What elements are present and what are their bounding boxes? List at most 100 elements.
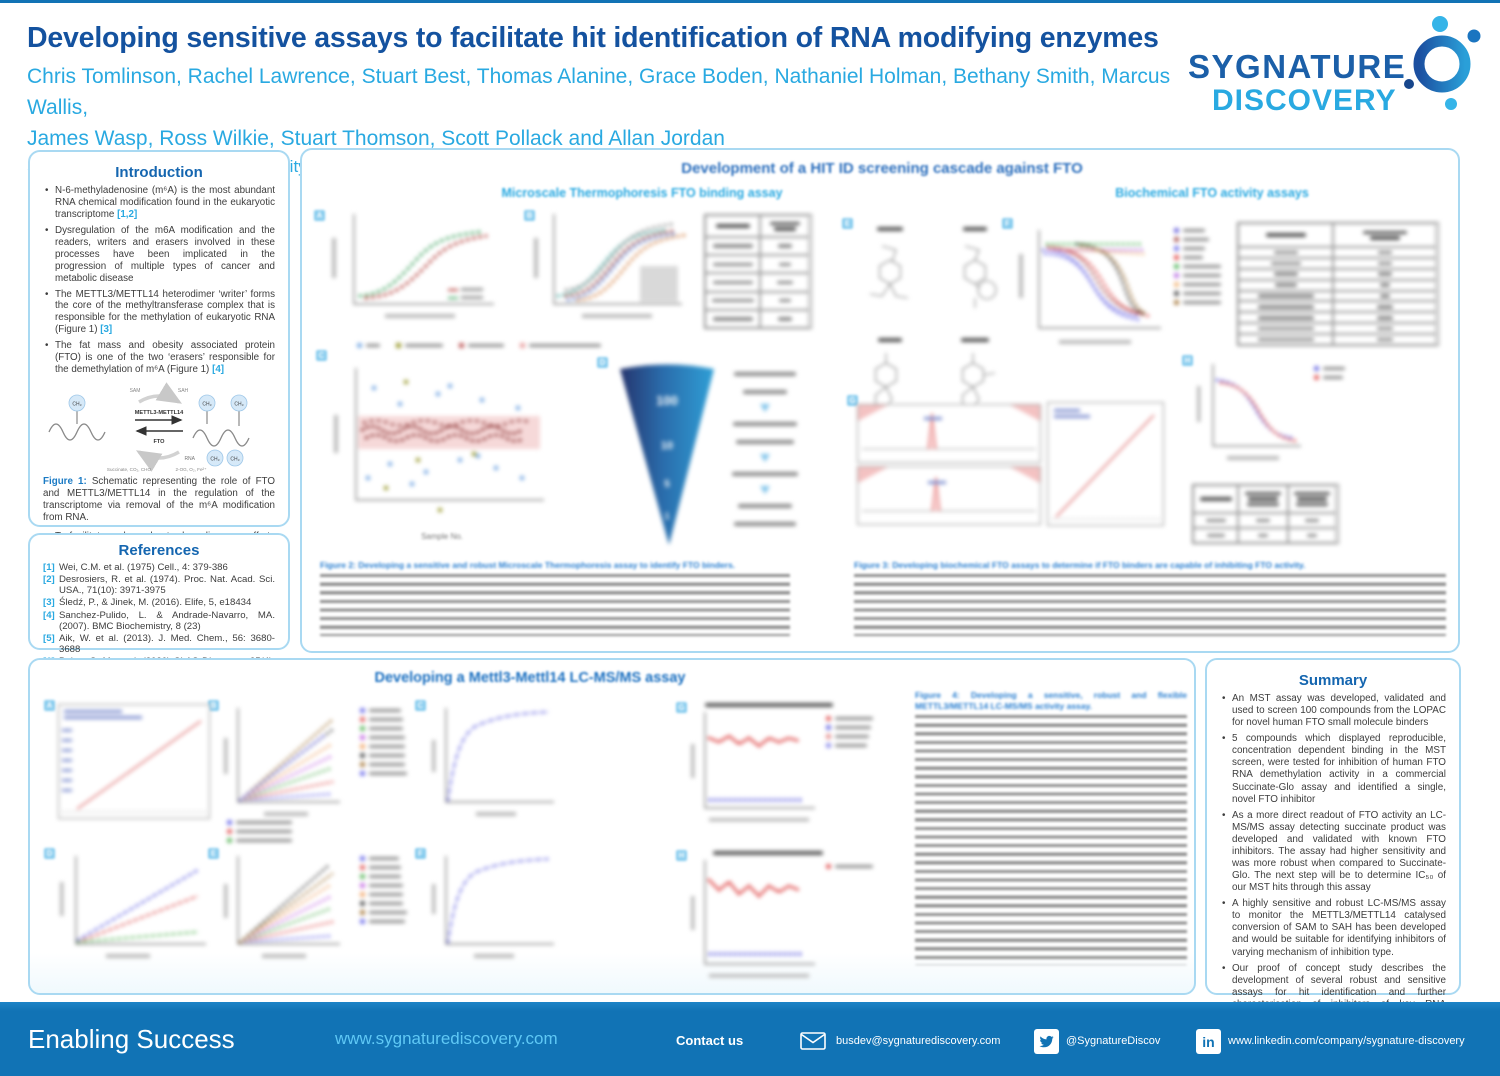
succinate-glo-legend <box>1314 366 1345 384</box>
references-panel: References [1] Wei, C.M. et al. (1975) Ce… <box>28 533 290 690</box>
summary-bullet-2: 5 compounds which displayed reproducible… <box>1220 733 1446 805</box>
intro-bullet-1: N-6-methyladenosine (m⁶A) is the most ab… <box>43 185 275 221</box>
fto-ic50-table <box>1237 222 1439 346</box>
linkedin-icon[interactable]: in <box>1196 1029 1221 1054</box>
intro-bullet-2: Dysregulation of the m6A modification an… <box>43 225 275 285</box>
reference-item: [1] Wei, C.M. et al. (1975) Cell., 4: 379… <box>43 562 228 573</box>
panel-letter-c: C <box>415 700 426 711</box>
svg-text:Succinate, CO₂, CHO: Succinate, CO₂, CHO <box>107 467 152 472</box>
logo-text-discovery: DISCOVERY <box>1212 84 1397 117</box>
panel-letter-d: D <box>597 357 608 368</box>
screen-scatter-chart <box>334 368 544 512</box>
control-chart-1-title <box>705 696 833 714</box>
svg-text:SAH: SAH <box>178 388 189 394</box>
panel-letter-e: E <box>842 218 853 229</box>
svg-text:2-OG, O₂, Fe²⁺: 2-OG, O₂, Fe²⁺ <box>175 467 207 472</box>
control-chart-1-legend <box>826 716 873 752</box>
panel-letter-f: F <box>1002 218 1013 229</box>
footer-bar: Enabling Success www.sygnaturediscovery.… <box>0 1002 1500 1076</box>
svg-text:METTL3-METTL14: METTL3-METTL14 <box>135 410 184 416</box>
funnel-annotations <box>730 365 800 533</box>
intro-bullet-4: The fat mass and obesity associated prot… <box>43 340 275 376</box>
figure4-caption: Figure 4: Developing a sensitive, robust… <box>915 690 1187 966</box>
control-chart-2-legend <box>826 864 873 873</box>
figure2-caption: Figure 2: Developing a sensitive and rob… <box>320 560 790 636</box>
footer-twitter-handle[interactable]: @SygnatureDiscov <box>1066 1035 1161 1047</box>
svg-text:CH₃: CH₃ <box>230 457 239 463</box>
authors: Chris Tomlinson, Rachel Lawrence, Stuart… <box>27 61 1177 154</box>
fto-inhibition-chart <box>1019 230 1161 344</box>
summary-bullet-3: As a more direct readout of FTO activity… <box>1220 810 1446 895</box>
svg-text:CH₃: CH₃ <box>210 457 219 463</box>
sah-timecourse-legend <box>360 708 407 780</box>
panel-letter-h: H <box>676 850 687 861</box>
introduction-heading: Introduction <box>115 164 203 181</box>
panel-letter-a: A <box>314 210 325 221</box>
fto-inhibition-legend <box>1174 228 1221 309</box>
summary-heading: Summary <box>1298 672 1368 689</box>
authors-line-1: Chris Tomlinson, Rachel Lawrence, Stuart… <box>27 65 1171 119</box>
chromatogram-top <box>857 404 1041 463</box>
enzyme-titration-chart <box>60 856 206 958</box>
panel-letter-a: A <box>44 700 55 711</box>
control-chart-2 <box>691 860 815 978</box>
svg-text:5: 5 <box>664 479 670 490</box>
poster-title: Developing sensitive assays to facilitat… <box>27 22 1159 54</box>
sygnature-logo: SYGNATURE DISCOVERY <box>1188 8 1488 123</box>
mst-binding-chart-b <box>534 214 688 318</box>
lcms-assay-panel: Developing a Mettl3-Mettl14 LC-MS/MS ass… <box>28 658 1196 995</box>
fto-inhibitor-structures <box>847 220 1017 430</box>
control-chart-1 <box>691 712 815 822</box>
introduction-panel: Introduction N-6-methyladenosine (m⁶A) i… <box>28 150 290 590</box>
svg-text:RNA: RNA <box>184 456 195 462</box>
svg-text:CH₃: CH₃ <box>202 402 211 408</box>
screening-funnel: 100 10 5 1 <box>620 364 714 545</box>
figure1-caption: Figure 1: Schematic representing the rol… <box>43 476 275 523</box>
reference-item: [4] Sanchez-Pulido, L. & Andrade-Navarro,… <box>43 609 275 632</box>
biochem-subheading: Biochemical FTO activity assays <box>1115 186 1309 200</box>
references-heading: References <box>118 542 200 559</box>
sam-timecourse-chart <box>224 856 340 958</box>
linkedin-glyph: in <box>1202 1033 1215 1050</box>
footer-email-link[interactable]: busdev@sygnaturediscovery.com <box>836 1035 1001 1047</box>
svg-text:CH₃: CH₃ <box>72 402 81 408</box>
footer-tagline: Enabling Success <box>28 1024 235 1054</box>
screen-scatter-legend <box>357 343 601 352</box>
reference-item: [3] Śledź, P., & Jinek, M. (2016). Elife,… <box>43 597 252 609</box>
calibration-plot <box>1047 402 1164 526</box>
chromatogram-bottom <box>857 466 1041 525</box>
control-chart-2-title <box>713 844 823 862</box>
footer-website-link[interactable]: www.sygnaturediscovery.com <box>335 1029 558 1048</box>
succinate-glo-chart <box>1197 364 1301 460</box>
intro-bullet-3: The METTL3/METTL14 heterodimer ‘writer’ … <box>43 289 275 337</box>
panel-letter-g: G <box>847 395 858 406</box>
summary-panel: Summary An MST assay was developed, vali… <box>1205 658 1461 1046</box>
svg-text:10: 10 <box>661 440 673 452</box>
panel-letter-e: E <box>208 848 219 859</box>
svg-text:FTO: FTO <box>153 439 165 445</box>
summary-bullet-4: A highly sensitive and robust LC-MS/MS a… <box>1220 898 1446 958</box>
panel-letter-b: B <box>208 700 219 711</box>
email-icon <box>800 1032 826 1050</box>
panel-letter-d: D <box>44 848 55 859</box>
reference-item: [5] Aik, W. et al. (2013). J. Med. Chem.,… <box>43 632 275 655</box>
hit-id-cascade-title: Development of a HIT ID screening cascad… <box>681 160 1083 177</box>
figure3-caption: Figure 3: Developing biochemical FTO ass… <box>854 560 1446 636</box>
twitter-icon[interactable] <box>1034 1029 1059 1054</box>
sah-timecourse-chart <box>224 708 340 816</box>
panel-letter-c: C <box>316 350 327 361</box>
enzyme-titration-legend <box>227 820 292 847</box>
mst-compound-table <box>704 214 812 329</box>
authors-line-2: James Wasp, Ross Wilkie, Stuart Thomson,… <box>27 127 725 150</box>
panel-letter-f: F <box>415 848 426 859</box>
lcms-assay-title: Developing a Mettl3-Mettl14 LC-MS/MS ass… <box>374 670 686 686</box>
svg-text:CH₃: CH₃ <box>234 402 243 408</box>
footer-linkedin-link[interactable]: www.linkedin.com/company/sygnature-disco… <box>1228 1035 1465 1047</box>
sam-timecourse-legend <box>360 856 407 928</box>
hit-id-cascade-panel: Development of a HIT ID screening cascad… <box>300 148 1460 653</box>
mst-subheading: Microscale Thermophoresis FTO binding as… <box>501 186 783 200</box>
svg-text:100: 100 <box>656 393 678 408</box>
contact-us-label: Contact us <box>676 1033 744 1048</box>
logo-ring-icon <box>1404 16 1481 110</box>
sah-calibration-plot <box>58 704 210 819</box>
